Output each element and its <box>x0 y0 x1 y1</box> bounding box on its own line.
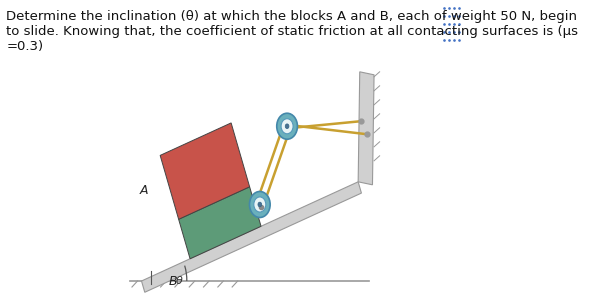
Polygon shape <box>142 182 362 292</box>
Polygon shape <box>358 72 374 185</box>
Text: θ: θ <box>176 276 183 286</box>
Text: A: A <box>139 184 148 197</box>
Circle shape <box>254 197 266 212</box>
Circle shape <box>258 202 262 207</box>
Text: Determine the inclination (θ) at which the blocks A and B, each of weight 50 N, : Determine the inclination (θ) at which t… <box>6 10 578 53</box>
Text: B: B <box>169 275 178 288</box>
Polygon shape <box>160 123 250 219</box>
Polygon shape <box>179 187 261 259</box>
Circle shape <box>277 113 297 139</box>
Circle shape <box>250 192 270 217</box>
Circle shape <box>285 124 289 129</box>
Circle shape <box>281 119 293 134</box>
